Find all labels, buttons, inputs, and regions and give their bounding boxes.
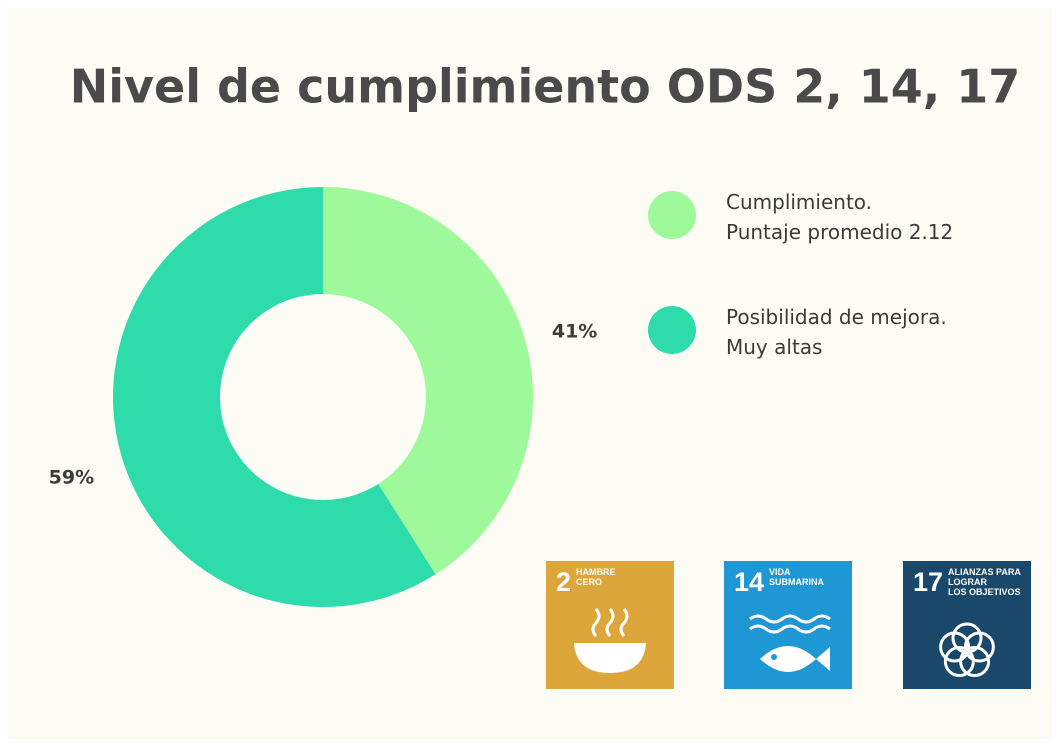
icon-steam [591, 608, 601, 637]
icon-wave [749, 614, 831, 624]
icon-wave [749, 624, 831, 634]
chart-title: Nivel de cumplimiento ODS 2, 14, 17 [70, 60, 1020, 114]
icon-steam [619, 608, 629, 637]
icon-eye [771, 654, 777, 660]
icon-ring [959, 646, 991, 678]
icon-fish [760, 646, 830, 672]
icon-label: HAMBRE CERO [576, 567, 616, 587]
icon-label: VIDA SUBMARINA [769, 567, 824, 587]
icon-ring [939, 631, 971, 663]
chart: Nivel de cumplimiento ODS 2, 14, 17 41% 5… [49, 60, 1031, 689]
sdg-icon: 17 ALIANZAS PARA LOGRAR LOS OBJETIVOS [903, 561, 1031, 689]
value-label: 59% [49, 467, 94, 489]
value-label: 41% [552, 320, 597, 342]
icon-steam [605, 608, 615, 637]
icon-label: ALIANZAS PARA LOGRAR LOS OBJETIVOS [948, 567, 1021, 597]
page: Nivel de cumplimiento ODS 2, 14, 17 41% 5… [8, 8, 1052, 739]
icon-ring [943, 646, 975, 678]
sdg-icon: 14 VIDA SUBMARINA [724, 561, 852, 689]
legend-swatch [648, 191, 696, 239]
icon-ring [963, 631, 995, 663]
icon-bowl [574, 643, 646, 673]
donut-slice [113, 187, 436, 607]
donut-slice [323, 187, 533, 575]
icon-number: 17 [913, 567, 943, 597]
legend-label: Cumplimiento. Puntaje promedio 2.12 [726, 190, 954, 244]
legend-swatch [648, 306, 696, 354]
legend-label: Posibilidad de mejora. Muy altas [726, 305, 947, 359]
icon-number: 2 [556, 567, 571, 597]
sdg-icon: 2 HAMBRE CERO [546, 561, 674, 689]
icon-number: 14 [734, 567, 764, 597]
